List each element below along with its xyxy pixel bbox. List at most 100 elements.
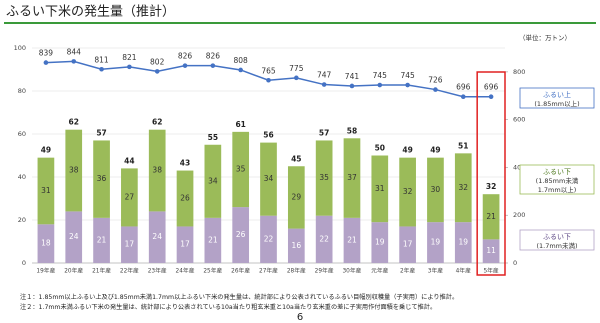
stack-total-label: 57 <box>319 128 329 137</box>
y2-tick-label: 200 <box>513 211 525 219</box>
bar-segment <box>287 228 305 263</box>
line-label: 826 <box>206 52 221 61</box>
y-tick-label: 0 <box>22 259 26 267</box>
stack-total-label: 49 <box>402 146 412 155</box>
bar-label: 26 <box>236 230 246 239</box>
bar-label: 29 <box>292 192 302 201</box>
line-marker <box>71 59 77 64</box>
line-label: 696 <box>484 83 499 92</box>
bar-segment <box>65 129 83 212</box>
x-tick-label: 23年産 <box>148 267 167 275</box>
bar-label: 21 <box>97 235 107 244</box>
line-label: 808 <box>234 56 249 65</box>
x-tick-label: 27年産 <box>259 267 278 275</box>
line-marker <box>405 82 410 88</box>
footnote: 注１：1.85mm以上ふるい上及び1.85mm未満1.7mm以上ふるい下米の発生… <box>20 293 458 301</box>
bar-segment <box>454 153 472 223</box>
bar-label: 21 <box>208 235 218 244</box>
bar-segment <box>343 138 361 218</box>
legend-name: ふるい上 <box>543 90 571 99</box>
bar-label: 21 <box>486 212 496 221</box>
chart-title: ふるい下米の発生量（推計） <box>6 4 175 20</box>
stack-total-label: 43 <box>180 159 190 168</box>
line-label: 844 <box>67 47 82 56</box>
bar-segment <box>371 222 389 263</box>
bar-label: 26 <box>180 194 190 203</box>
legend-sublabel: 1.7mm以上) <box>538 185 577 194</box>
bar-label: 24 <box>69 232 79 241</box>
bar-segment <box>399 226 416 263</box>
line-marker <box>99 66 104 72</box>
legend-name: ふるい下 <box>543 233 571 241</box>
bar-segment <box>482 239 500 263</box>
bar-segment <box>371 155 389 223</box>
bar-label: 19 <box>458 238 468 247</box>
bar-label: 38 <box>69 166 79 175</box>
y-tick-label: 80 <box>18 87 26 95</box>
line-label: 726 <box>428 76 443 85</box>
bar-label: 18 <box>41 239 51 248</box>
bar-label: 22 <box>264 234 274 243</box>
bar-segment <box>176 170 194 227</box>
x-tick-label: 24年産 <box>176 267 195 275</box>
bar-label: 32 <box>403 187 413 196</box>
bar-label: 21 <box>347 235 357 244</box>
bar-label: 24 <box>152 232 162 241</box>
stack-total-label: 56 <box>263 131 273 140</box>
page-number: 6 <box>297 312 303 323</box>
y2-tick-label: 0 <box>513 259 517 267</box>
line-marker <box>377 82 383 88</box>
line-marker <box>294 75 299 81</box>
bar-label: 35 <box>236 164 246 173</box>
bar-label: 31 <box>41 186 51 195</box>
x-tick-label: 21年産 <box>92 267 111 275</box>
bar-segment <box>65 211 83 263</box>
line-marker <box>238 67 243 73</box>
bar-label: 34 <box>208 176 218 185</box>
line-marker <box>349 83 355 89</box>
x-tick-label: 元年産 <box>371 267 389 275</box>
bar-segment <box>399 157 416 227</box>
x-tick-label: 22年産 <box>120 267 139 275</box>
bar-segment <box>204 144 222 218</box>
bar-label: 19 <box>431 238 441 247</box>
line-marker <box>43 60 49 65</box>
line-label: 821 <box>122 53 137 62</box>
y2-tick-label: 600 <box>513 116 525 124</box>
bar-segment <box>121 226 138 263</box>
y-tick-label: 40 <box>18 173 26 181</box>
unit-note: （単位：万トン） <box>519 33 571 42</box>
legend-sublabel: (1.85mm以上) <box>534 99 579 108</box>
bar-segment <box>121 168 138 227</box>
line-label: 741 <box>345 72 360 81</box>
bar-label: 11 <box>486 246 496 255</box>
bar-segment <box>148 211 166 263</box>
legend-sublabel: (1.7mm未満) <box>536 241 577 250</box>
bar-segment <box>343 217 361 263</box>
bar-segment <box>93 217 110 263</box>
line-label: 745 <box>373 71 388 80</box>
line-label: 745 <box>400 71 415 80</box>
stack-total-label: 49 <box>41 146 51 155</box>
line-label: 839 <box>39 49 54 58</box>
stack-total-label: 57 <box>96 128 106 137</box>
bar-segment <box>482 194 500 240</box>
bar-segment <box>427 222 444 263</box>
line-label: 802 <box>150 57 165 66</box>
legend-box <box>519 229 595 251</box>
line-label: 765 <box>261 66 276 75</box>
line-marker <box>266 77 271 83</box>
bar-label: 16 <box>292 241 302 250</box>
stack-total-label: 49 <box>430 146 440 155</box>
line-label: 775 <box>289 64 304 73</box>
bar-segment <box>454 222 472 263</box>
line-label: 811 <box>94 55 109 64</box>
stack-total-label: 51 <box>458 141 468 150</box>
bar-label: 35 <box>319 173 329 182</box>
bar-label: 27 <box>125 192 135 201</box>
bar-label: 32 <box>458 183 468 192</box>
bar-label: 19 <box>375 238 385 247</box>
bar-label: 17 <box>403 240 413 249</box>
bar-segment <box>204 217 222 263</box>
